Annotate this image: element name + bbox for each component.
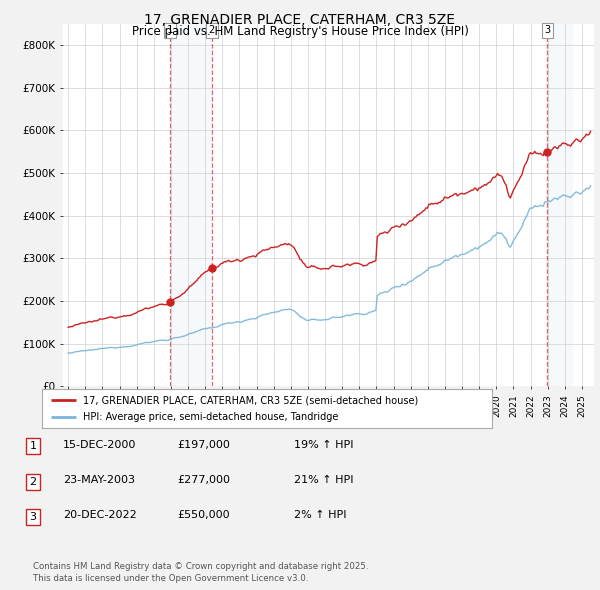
Text: 1: 1: [167, 25, 173, 35]
Text: £197,000: £197,000: [177, 440, 230, 450]
Text: £277,000: £277,000: [177, 475, 230, 485]
Bar: [170, 24, 212, 386]
Text: 1: 1: [29, 441, 37, 451]
Text: 3: 3: [544, 25, 550, 35]
Text: 21% ↑ HPI: 21% ↑ HPI: [294, 475, 353, 485]
Text: 23-MAY-2003: 23-MAY-2003: [63, 475, 135, 485]
Text: 15-DEC-2000: 15-DEC-2000: [63, 440, 136, 450]
Bar: [547, 24, 573, 386]
Text: 2: 2: [209, 25, 215, 35]
Text: Contains HM Land Registry data © Crown copyright and database right 2025.
This d: Contains HM Land Registry data © Crown c…: [33, 562, 368, 583]
Text: Price paid vs. HM Land Registry's House Price Index (HPI): Price paid vs. HM Land Registry's House …: [131, 25, 469, 38]
Text: £550,000: £550,000: [177, 510, 230, 520]
Text: 2: 2: [29, 477, 37, 487]
Text: 17, GRENADIER PLACE, CATERHAM, CR3 5ZE (semi-detached house): 17, GRENADIER PLACE, CATERHAM, CR3 5ZE (…: [83, 395, 418, 405]
Text: 20-DEC-2022: 20-DEC-2022: [63, 510, 137, 520]
Text: 3: 3: [29, 512, 37, 522]
Text: 17, GRENADIER PLACE, CATERHAM, CR3 5ZE: 17, GRENADIER PLACE, CATERHAM, CR3 5ZE: [145, 13, 455, 27]
Text: HPI: Average price, semi-detached house, Tandridge: HPI: Average price, semi-detached house,…: [83, 412, 338, 422]
Text: 19% ↑ HPI: 19% ↑ HPI: [294, 440, 353, 450]
Text: 2% ↑ HPI: 2% ↑ HPI: [294, 510, 347, 520]
